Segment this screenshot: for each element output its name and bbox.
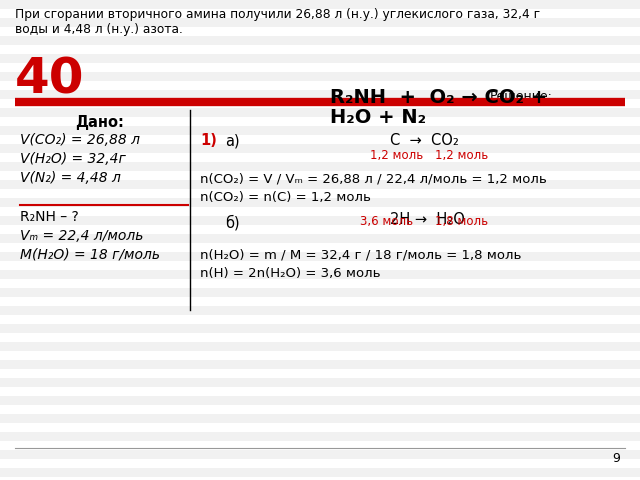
Text: n(H₂O) = m / M = 32,4 г / 18 г/моль = 1,8 моль: n(H₂O) = m / M = 32,4 г / 18 г/моль = 1,… (200, 248, 522, 261)
Text: R₂NH – ?: R₂NH – ? (20, 210, 79, 224)
Bar (0, 360, 640, 369)
Text: Vₘ = 22,4 л/моль: Vₘ = 22,4 л/моль (20, 229, 143, 243)
Text: При сгорании вторичного амина получили 26,88 л (н.у.) углекислого газа, 32,4 г
в: При сгорании вторичного амина получили 2… (15, 8, 540, 36)
Bar (0, 450, 640, 459)
Text: 3,6 моль: 3,6 моль (360, 215, 413, 228)
Text: а): а) (225, 133, 239, 148)
Bar (0, 108, 640, 117)
Bar (0, 162, 640, 171)
Text: C  →  CO₂: C → CO₂ (390, 133, 459, 148)
Text: Дано:: Дано: (76, 115, 124, 130)
Text: 2H →  H₂O: 2H → H₂O (390, 212, 465, 227)
Bar (0, 288, 640, 297)
Text: V(H₂O) = 32,4г: V(H₂O) = 32,4г (20, 152, 125, 166)
Text: V(N₂) = 4,48 л: V(N₂) = 4,48 л (20, 171, 121, 185)
Bar (0, 144, 640, 153)
Bar (0, 198, 640, 207)
Bar (0, 252, 640, 261)
Bar (0, 72, 640, 81)
Text: n(CO₂) = n(C) = 1,2 моль: n(CO₂) = n(C) = 1,2 моль (200, 191, 371, 204)
Text: H₂O + N₂: H₂O + N₂ (330, 108, 426, 127)
Text: Решение:: Решение: (490, 90, 553, 103)
Text: 1,2 моль: 1,2 моль (435, 149, 488, 162)
Bar (0, 180, 640, 189)
Bar (0, 126, 640, 135)
Bar (0, 342, 640, 351)
Bar (0, 216, 640, 225)
Bar (0, 414, 640, 423)
Bar (0, 378, 640, 387)
Bar (0, 0, 640, 9)
Text: M(H₂O) = 18 г/моль: M(H₂O) = 18 г/моль (20, 248, 160, 262)
Bar (0, 36, 640, 45)
Bar (0, 270, 640, 279)
Text: n(H) = 2n(H₂O) = 3,6 моль: n(H) = 2n(H₂O) = 3,6 моль (200, 267, 381, 280)
Text: 1,2 моль: 1,2 моль (370, 149, 423, 162)
Text: R₂NH  +  O₂ → CO₂ +: R₂NH + O₂ → CO₂ + (330, 88, 547, 107)
Text: 1,8 моль: 1,8 моль (435, 215, 488, 228)
Text: n(CO₂) = V / Vₘ = 26,88 л / 22,4 л/моль = 1,2 моль: n(CO₂) = V / Vₘ = 26,88 л / 22,4 л/моль … (200, 172, 547, 185)
Bar (0, 396, 640, 405)
Text: б): б) (225, 215, 239, 231)
Bar (0, 432, 640, 441)
Bar (0, 468, 640, 477)
Bar (0, 234, 640, 243)
Text: 9: 9 (612, 452, 620, 465)
Bar (0, 306, 640, 315)
Bar (0, 90, 640, 99)
Text: V(CO₂) = 26,88 л: V(CO₂) = 26,88 л (20, 133, 140, 147)
Text: 40: 40 (15, 55, 84, 103)
Bar (0, 54, 640, 63)
Text: 1): 1) (200, 133, 217, 148)
Bar (0, 324, 640, 333)
Bar (0, 18, 640, 27)
